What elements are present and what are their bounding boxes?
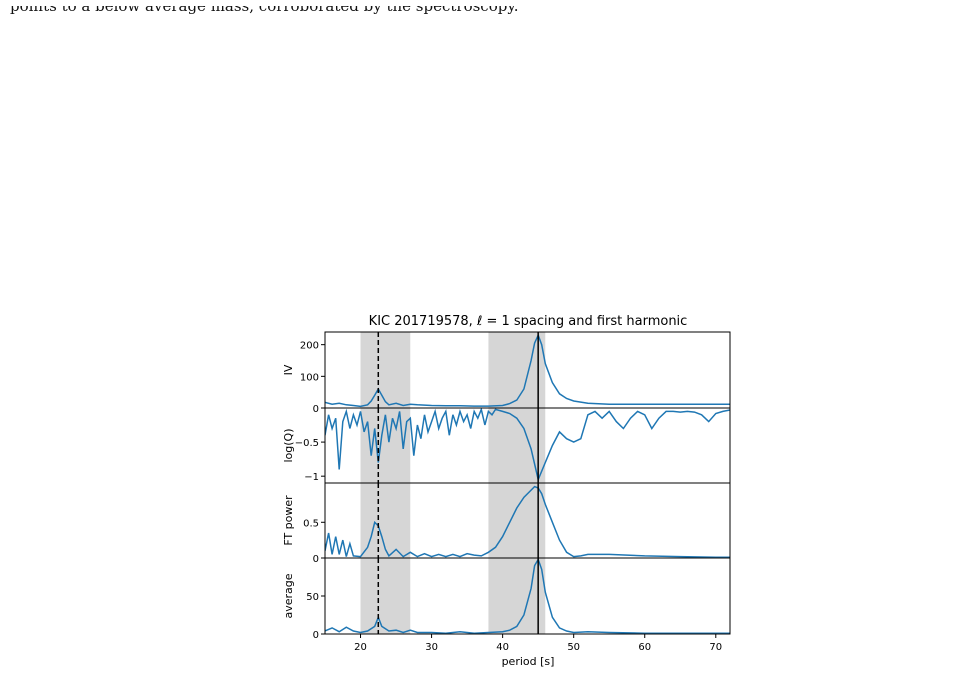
shaded-region [360, 332, 411, 408]
x-tick-label: 60 [638, 642, 651, 653]
x-tick-label: 50 [567, 642, 580, 653]
y-axis-label: IV [282, 364, 295, 375]
y-tick-label: 0 [313, 554, 319, 565]
y-axis-label: FT power [282, 495, 295, 546]
y-tick-label: −1 [304, 472, 319, 483]
series-line [325, 558, 730, 634]
y-tick-label: 200 [300, 341, 319, 352]
panel-average: 0 50 average [282, 557, 731, 641]
y-tick-label: 0 [313, 404, 319, 415]
y-tick-label: 0.5 [303, 518, 319, 529]
shaded-region [488, 558, 546, 634]
x-tick-label: 40 [496, 642, 509, 653]
y-tick-label: 50 [306, 592, 319, 603]
y-tick-label: 100 [300, 372, 319, 383]
shaded-region [488, 332, 546, 408]
panel-log-q-: −1 −0.5 0 log(Q) [282, 404, 731, 484]
figure-title: KIC 201719578, ℓ = 1 spacing and first h… [369, 314, 688, 329]
x-tick-label: 70 [709, 642, 722, 653]
y-axis-label: average [282, 573, 295, 618]
x-tick-label: 30 [425, 642, 438, 653]
y-tick-label: 0 [313, 630, 319, 641]
shaded-region [360, 558, 411, 634]
series-line [325, 485, 730, 558]
series-line [325, 333, 730, 408]
x-axis-label: period [s] [502, 655, 555, 668]
panel-ft-power: 0 0.5 FT power [282, 482, 731, 565]
paper-body-text-line: points to a below average mass, corrobor… [10, 0, 519, 15]
series-line [325, 408, 730, 483]
y-tick-label: −0.5 [295, 438, 319, 449]
panel-iv: 100 200 IV [282, 331, 731, 409]
shaded-region [488, 483, 546, 558]
chart-panels: 100 200 IV −1 −0.5 0 log(Q) 0 0.5 FT power 0 50 aver… [282, 331, 731, 653]
paper-body-text: points to a below average mass, corrobor… [10, 0, 960, 20]
y-axis-label: log(Q) [282, 428, 295, 462]
x-tick-label: 20 [354, 642, 367, 653]
